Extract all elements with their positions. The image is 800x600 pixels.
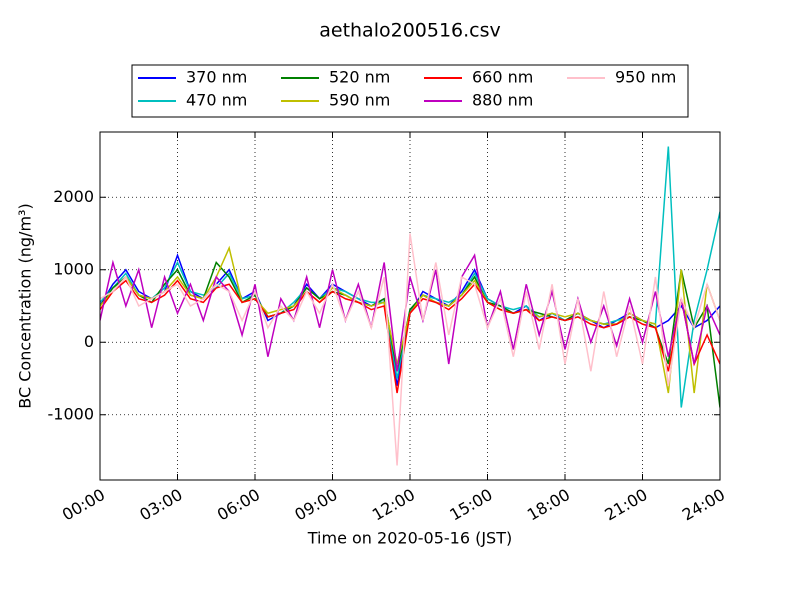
y-axis-label: BC Concentration (ng/m³)	[16, 203, 35, 408]
legend-label: 880 nm	[472, 91, 533, 110]
x-tick-label: 03:00	[136, 485, 185, 525]
x-axis-label: Time on 2020-05-16 (JST)	[307, 529, 512, 548]
series-line	[100, 279, 720, 394]
series-line	[100, 233, 720, 466]
x-tick-label: 00:00	[59, 485, 108, 525]
legend-label: 660 nm	[472, 68, 533, 87]
x-tick-label: 18:00	[524, 485, 573, 525]
x-tick-label: 24:00	[679, 485, 728, 525]
x-tick-label: 06:00	[214, 485, 263, 525]
legend-label: 950 nm	[615, 68, 676, 87]
legend-label: 590 nm	[329, 91, 390, 110]
legend-label: 520 nm	[329, 68, 390, 87]
x-tick-label: 09:00	[291, 485, 340, 525]
y-tick-label: -1000	[48, 404, 95, 423]
x-tick-label: 15:00	[446, 485, 495, 525]
legend-label: 370 nm	[186, 68, 247, 87]
x-tick-label: 12:00	[369, 485, 418, 525]
y-tick-label: 1000	[53, 259, 94, 278]
legend-label: 470 nm	[186, 91, 247, 110]
series-line	[100, 253, 720, 372]
y-tick-label: 0	[84, 332, 94, 351]
legend-box	[131, 64, 689, 118]
plot-frame	[99, 131, 721, 481]
x-tick-label: 21:00	[601, 485, 650, 525]
y-tick-label: 2000	[53, 187, 94, 206]
chart-title: aethalo200516.csv	[319, 20, 501, 42]
